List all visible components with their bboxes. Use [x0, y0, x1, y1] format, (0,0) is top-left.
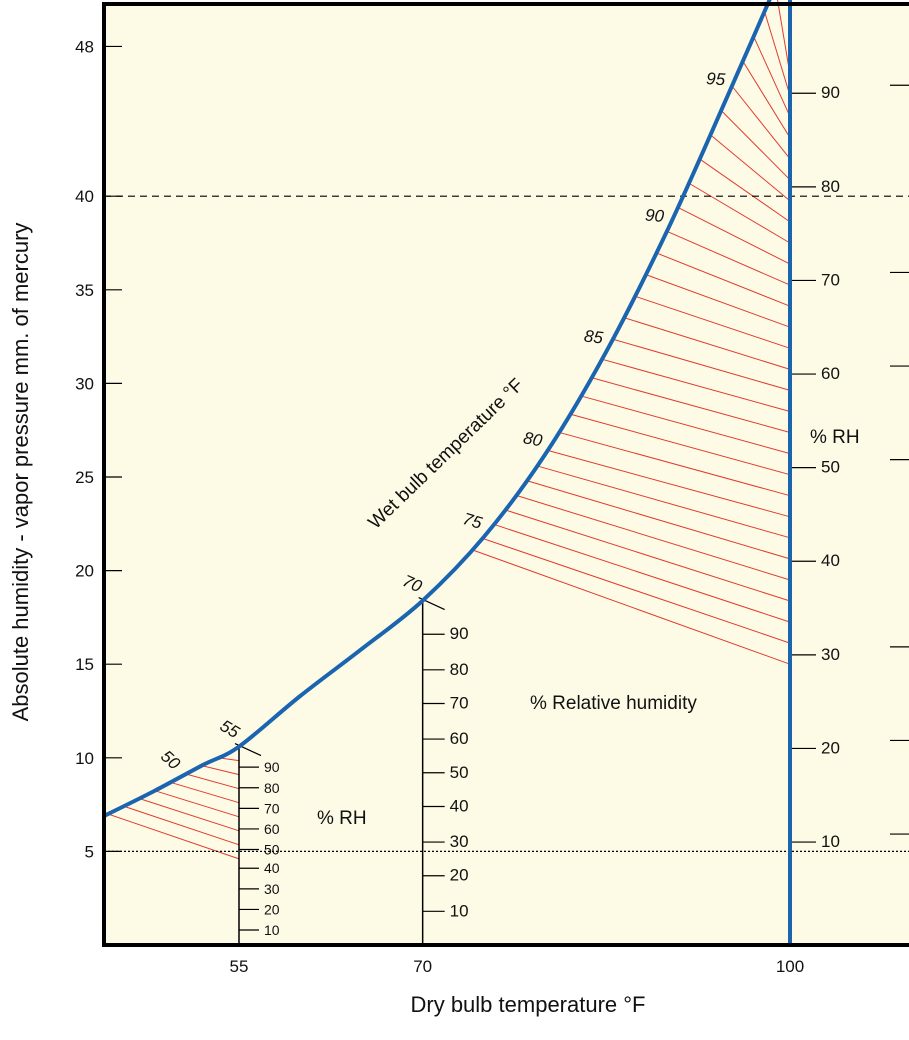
- rh-tick-label-70: 70: [821, 270, 840, 289]
- y-tick-label-5: 5: [85, 842, 94, 861]
- hatch-line: [154, 790, 240, 818]
- hatch-line: [139, 798, 240, 832]
- hatch-line: [201, 765, 240, 776]
- rh-tick-label-30: 30: [264, 881, 280, 897]
- hatch-line: [699, 158, 791, 223]
- x-tick-label-55: 55: [230, 957, 249, 976]
- y-tick-label-48: 48: [75, 37, 94, 56]
- hatch-line: [777, 0, 791, 75]
- hatch-line: [688, 182, 791, 244]
- rh-tick-label-90: 90: [821, 83, 840, 102]
- hatch-line: [601, 358, 791, 412]
- rh-tick-label-80: 80: [450, 660, 469, 679]
- hatch-line: [123, 805, 240, 846]
- hatch-line: [742, 60, 791, 138]
- wet-bulb-label-75: 75: [461, 509, 485, 533]
- rh-tick-label-90: 90: [450, 624, 469, 643]
- y-tick-label-40: 40: [75, 187, 94, 206]
- hatch-line: [547, 449, 791, 518]
- rh-scales: 90 80 70 60 50 40 30 20 10 90 80 70 60 50 40 30 20 10 90 80…: [234, 83, 909, 945]
- hatch-line: [525, 479, 791, 560]
- rh-tick-label-50: 50: [264, 842, 280, 858]
- y-tick-label-30: 30: [75, 374, 94, 393]
- rh-tick-label-30: 30: [450, 832, 469, 851]
- wet-bulb-label-95: 95: [706, 69, 727, 89]
- axis-layer: 5 10 15 20 25 30 35 40 48 55 70 100: [75, 37, 804, 976]
- rh-tick-label-50: 50: [821, 458, 840, 477]
- rh-annotation-main: % Relative humidity: [530, 693, 697, 714]
- hatch-line: [666, 230, 791, 286]
- rh-tick-label-10: 10: [450, 901, 469, 920]
- hatch-layer: [107, 0, 791, 860]
- y-tick-label-25: 25: [75, 468, 94, 487]
- rh-tick-label-60: 60: [264, 821, 280, 837]
- rh-tick-label-20: 20: [264, 901, 280, 917]
- rh-tick-label-40: 40: [450, 796, 469, 815]
- rh-annotation-right: % RH: [810, 427, 860, 448]
- wet-bulb-label-80: 80: [522, 428, 545, 450]
- hatch-line: [482, 537, 791, 644]
- y-tick-label-35: 35: [75, 281, 94, 300]
- rh-tick-label-20: 20: [821, 738, 840, 757]
- rh-tick-label-10: 10: [264, 922, 280, 938]
- wet-bulb-label-90: 90: [644, 206, 665, 226]
- hatch-line: [623, 317, 791, 370]
- hatch-line: [558, 431, 791, 497]
- plot-frame: [102, 2, 909, 945]
- rh-tick-label-20: 20: [450, 866, 469, 885]
- hatch-line: [764, 11, 791, 96]
- hatch-line: [645, 273, 791, 328]
- hatch-line: [753, 36, 791, 117]
- hatch-line: [709, 134, 791, 202]
- rh-tick-label-80: 80: [821, 177, 840, 196]
- y-axis-title: Absolute humidity - vapor pressure mm. o…: [8, 223, 33, 722]
- hatch-line: [720, 110, 791, 181]
- hatch-line: [677, 206, 791, 265]
- hatch-line: [493, 523, 791, 623]
- hatch-line: [731, 85, 791, 160]
- y-tick-label-20: 20: [75, 562, 94, 581]
- rh-tick-label-30: 30: [821, 645, 840, 664]
- wet-bulb-label-85: 85: [583, 326, 605, 347]
- hatch-line: [471, 549, 791, 665]
- rh-tick-label-70: 70: [450, 694, 469, 713]
- rh-tick-label-60: 60: [450, 729, 469, 748]
- saturation-curve: [102, 0, 772, 818]
- hatch-line: [185, 773, 240, 790]
- rh-tick-label-50: 50: [450, 763, 469, 782]
- hatch-line: [514, 494, 791, 581]
- x-tick-label-100: 100: [776, 957, 804, 976]
- hatch-line: [590, 377, 791, 433]
- y-tick-label-10: 10: [75, 749, 94, 768]
- rh-tick-label-10: 10: [821, 832, 840, 851]
- hatch-line: [579, 395, 791, 455]
- reference-lines: [104, 195, 909, 853]
- y-tick-label-15: 15: [75, 655, 94, 674]
- rh-tick-label-40: 40: [821, 551, 840, 570]
- hatch-line: [655, 252, 791, 307]
- rh-tick-label-80: 80: [264, 780, 280, 796]
- x-axis-title: Dry bulb temperature °F: [411, 992, 646, 1017]
- rh-annotation-small: % RH: [317, 808, 367, 829]
- rh-tick-label-60: 60: [821, 364, 840, 383]
- x-tick-label-70: 70: [413, 957, 432, 976]
- hatch-line: [170, 781, 240, 804]
- hatch-line: [504, 509, 791, 602]
- hatch-line: [536, 465, 791, 539]
- hatch-line: [612, 338, 791, 391]
- rh-tick-label-90: 90: [264, 759, 280, 775]
- rh-tick-label-70: 70: [264, 800, 280, 816]
- hatch-line: [634, 295, 791, 349]
- rh-tick-label-40: 40: [264, 860, 280, 876]
- hatch-line: [569, 413, 791, 476]
